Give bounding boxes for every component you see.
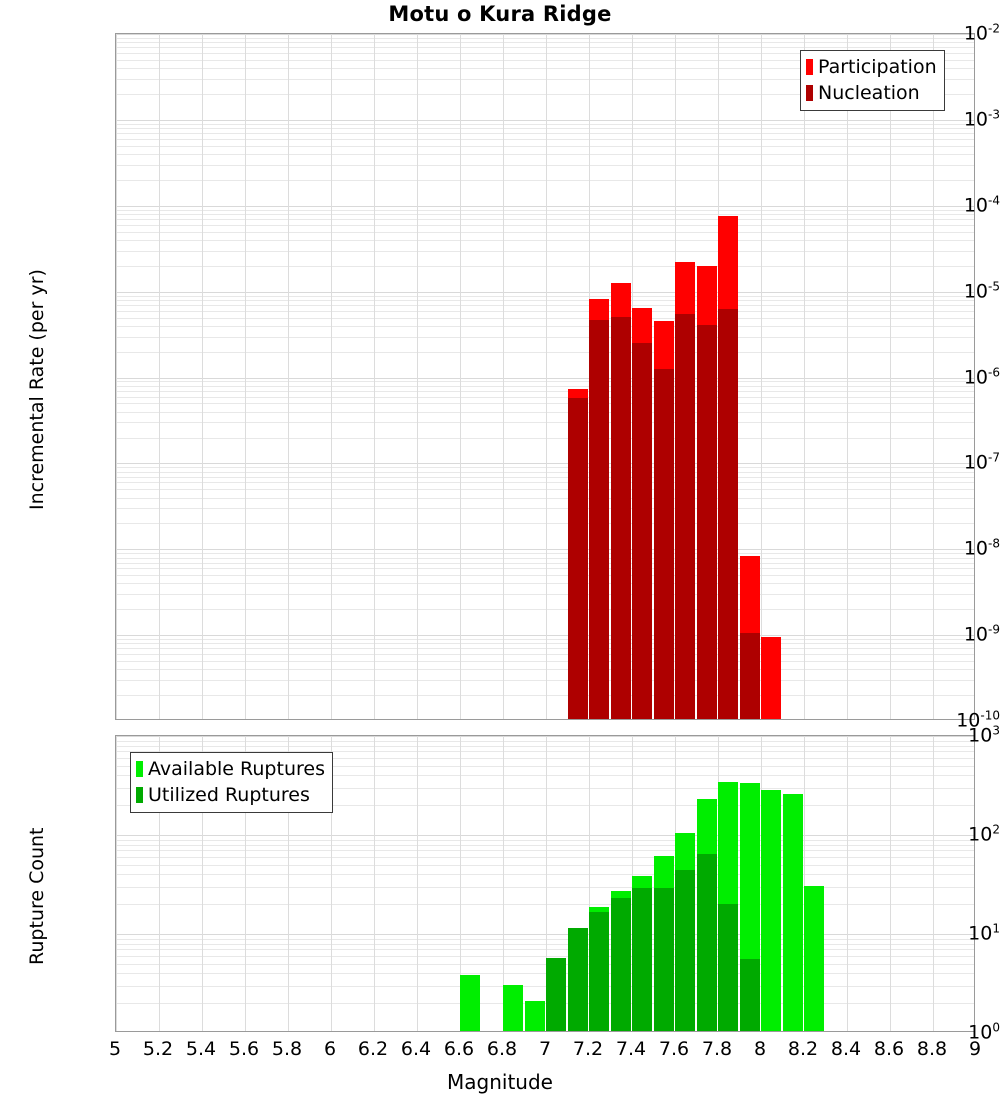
legend-swatch-icon [136, 761, 143, 777]
x-tick-label: 9 [969, 1038, 981, 1060]
top-legend-item: Nucleation [806, 80, 937, 106]
bar [589, 912, 609, 1031]
bar [675, 870, 695, 1031]
legend-label: Available Ruptures [148, 760, 325, 779]
x-tick-label: 5.8 [272, 1038, 302, 1060]
bar [525, 1001, 545, 1031]
legend-label: Participation [818, 58, 937, 77]
bar [697, 325, 717, 719]
y-tick-label: 10-2 [893, 21, 1000, 44]
incremental-rate-plot [115, 33, 975, 720]
x-tick-label: 6.6 [444, 1038, 474, 1060]
bar [718, 309, 738, 719]
y-tick-label: 10-9 [893, 622, 1000, 645]
bottom-legend-item: Available Ruptures [136, 756, 325, 782]
x-tick-label: 5.4 [186, 1038, 216, 1060]
bar [460, 975, 480, 1031]
x-tick-label: 6.4 [401, 1038, 431, 1060]
y-tick-label: 10-7 [893, 451, 1000, 474]
top-bars [116, 34, 974, 719]
bar [740, 633, 760, 719]
y-tick-label: 102 [893, 822, 1000, 845]
bar [546, 958, 566, 1031]
x-tick-label: 8.6 [874, 1038, 904, 1060]
x-tick-label: 7.6 [659, 1038, 689, 1060]
x-tick-label: 8.8 [917, 1038, 947, 1060]
legend-label: Nucleation [818, 84, 920, 103]
bar [697, 854, 717, 1031]
x-tick-label: 8.2 [788, 1038, 818, 1060]
bar [783, 794, 803, 1031]
bar [568, 928, 588, 1031]
top-legend-item: Participation [806, 54, 937, 80]
bar [654, 888, 674, 1031]
bar [589, 320, 609, 719]
figure-root: Motu o Kura Ridge 10-210-310-410-510-610… [0, 0, 1000, 1100]
x-axis-label: Magnitude [0, 1070, 1000, 1094]
x-tick-label: 7.2 [573, 1038, 603, 1060]
legend-label: Utilized Ruptures [148, 786, 310, 805]
legend-swatch-icon [806, 59, 813, 75]
figure-title: Motu o Kura Ridge [0, 2, 1000, 26]
bar [761, 637, 781, 719]
bottom-legend-item: Utilized Ruptures [136, 782, 325, 808]
y-tick-label: 10-8 [893, 537, 1000, 560]
x-tick-label: 6.8 [487, 1038, 517, 1060]
x-tick-label: 7 [539, 1038, 551, 1060]
legend-swatch-icon [136, 787, 143, 803]
x-tick-label: 5.2 [143, 1038, 173, 1060]
bar [804, 886, 824, 1031]
x-tick-label: 6 [324, 1038, 336, 1060]
bar [718, 904, 738, 1031]
bar [503, 985, 523, 1031]
y-tick-label: 10-6 [893, 365, 1000, 388]
x-tick-label: 8 [754, 1038, 766, 1060]
x-tick-label: 5.6 [229, 1038, 259, 1060]
bar [761, 790, 781, 1031]
y-tick-label: 10-5 [893, 279, 1000, 302]
top-legend: Participation Nucleation [800, 50, 945, 111]
bottom-y-axis-label: Rupture Count [26, 828, 48, 966]
bar [611, 317, 631, 719]
x-tick-label: 7.4 [616, 1038, 646, 1060]
y-tick-label: 103 [893, 723, 1000, 746]
x-tick-label: 5 [109, 1038, 121, 1060]
bar [654, 369, 674, 719]
x-tick-label: 7.8 [702, 1038, 732, 1060]
top-y-axis-label: Incremental Rate (per yr) [26, 269, 48, 510]
legend-swatch-icon [806, 85, 813, 101]
bar [675, 314, 695, 719]
y-tick-label: 10-4 [893, 193, 1000, 216]
x-tick-label: 6.2 [358, 1038, 388, 1060]
y-tick-label: 101 [893, 921, 1000, 944]
bar [632, 888, 652, 1031]
x-tick-label: 8.4 [831, 1038, 861, 1060]
bar [632, 343, 652, 719]
bar [740, 959, 760, 1031]
bar [568, 398, 588, 719]
bottom-legend: Available Ruptures Utilized Ruptures [130, 752, 333, 813]
bar [611, 898, 631, 1031]
